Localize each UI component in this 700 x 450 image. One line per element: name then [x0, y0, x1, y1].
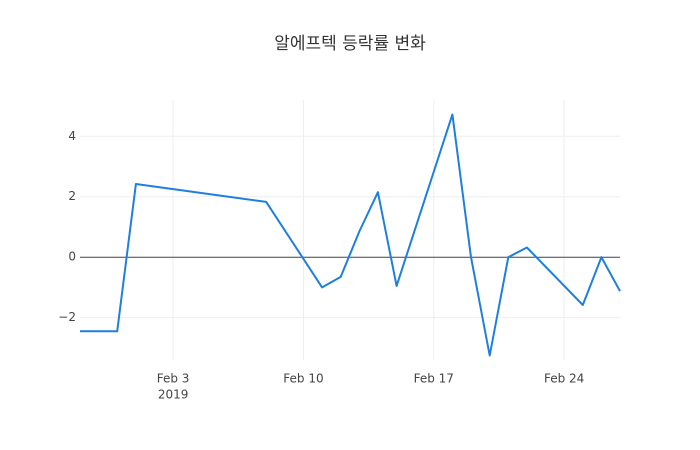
- x-tick-year: 2019: [158, 388, 189, 402]
- x-tick-label: Feb 17: [414, 372, 454, 386]
- x-tick-label: Feb 24: [544, 372, 584, 386]
- y-tick-label: 4: [68, 129, 76, 143]
- y-tick-label: −2: [58, 310, 76, 324]
- x-tick-label: Feb 10: [283, 372, 323, 386]
- y-tick-label: 2: [68, 189, 76, 203]
- data-line: [80, 113, 621, 357]
- y-tick-label: 0: [68, 250, 76, 264]
- x-tick-label: Feb 3: [157, 372, 190, 386]
- chart-title: 알에프텍 등락률 변화: [274, 34, 426, 54]
